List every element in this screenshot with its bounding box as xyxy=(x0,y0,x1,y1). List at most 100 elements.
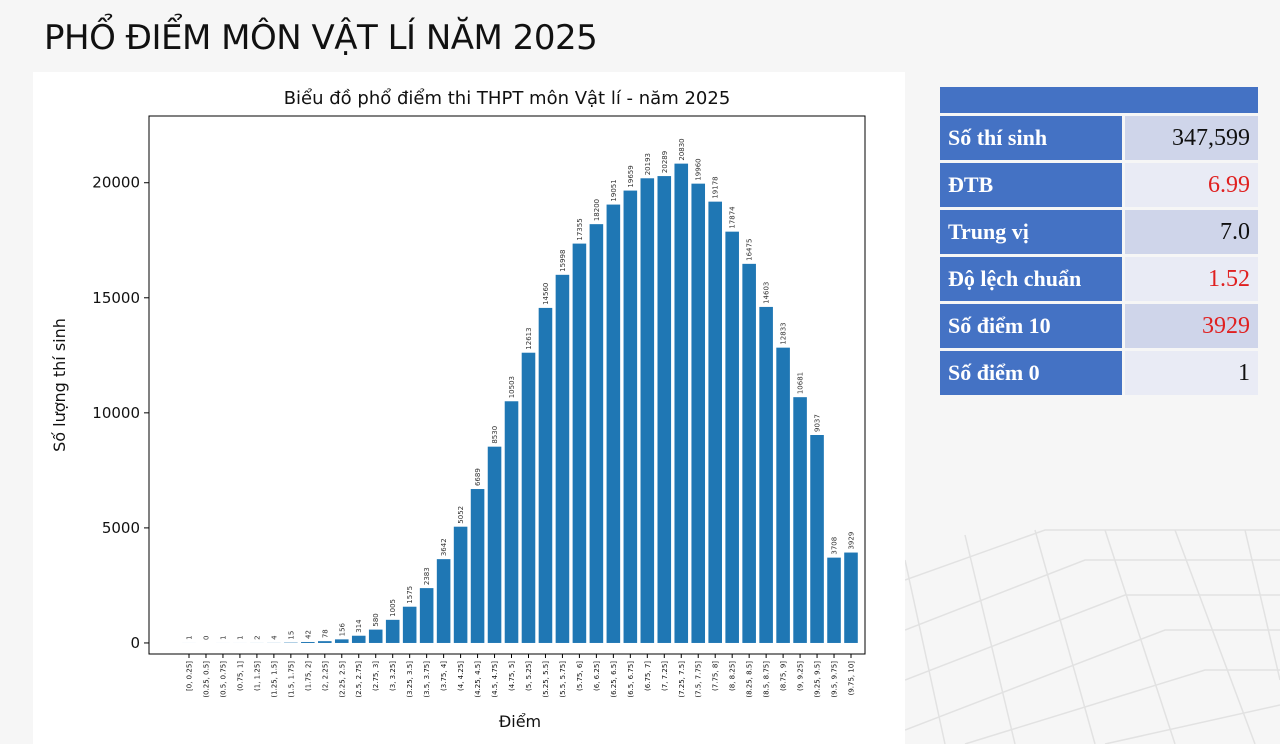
value-label: 10503 xyxy=(508,376,516,398)
value-label: 1 xyxy=(236,635,244,639)
x-tick-label: (1.25, 1.5] xyxy=(270,661,278,698)
bar xyxy=(810,435,824,643)
value-label: 1005 xyxy=(389,599,397,617)
bar xyxy=(402,606,417,643)
bar xyxy=(487,446,502,643)
row-value: 1.52 xyxy=(1125,257,1258,301)
bar xyxy=(827,557,841,643)
bar xyxy=(351,635,366,643)
bar xyxy=(742,263,756,643)
row-value: 3929 xyxy=(1125,304,1258,348)
x-tick-label: (4.75, 5] xyxy=(508,661,516,691)
row-value: 347,599 xyxy=(1125,116,1258,160)
value-label: 19178 xyxy=(712,176,720,198)
row-label: Trung vị xyxy=(940,210,1125,254)
bar xyxy=(657,176,672,643)
y-tick-label: 5000 xyxy=(102,519,140,537)
x-tick-label: (6.75, 7] xyxy=(644,661,652,691)
value-label: 3708 xyxy=(831,537,839,555)
x-tick-label: (9.25, 9.5] xyxy=(814,661,822,698)
bar xyxy=(419,588,434,643)
x-tick-label: (5.75, 6] xyxy=(576,661,584,691)
bar xyxy=(776,347,790,643)
value-label: 4 xyxy=(270,635,278,640)
x-tick-label: (7.25, 7.5] xyxy=(678,661,686,698)
x-tick-label: (2, 2.25] xyxy=(321,661,329,691)
value-label: 78 xyxy=(321,629,329,638)
x-tick-label: (4, 4.25] xyxy=(457,661,465,691)
value-label: 156 xyxy=(338,622,346,636)
plot-frame xyxy=(148,115,866,655)
bar xyxy=(318,641,332,643)
x-tick-label: (7.75, 8] xyxy=(712,661,720,691)
value-label: 1 xyxy=(219,635,227,639)
x-tick-label: (3.75, 4] xyxy=(440,661,448,691)
x-tick-label: (6.25, 6.5] xyxy=(610,661,618,698)
y-axis-label: Số lượng thí sinh xyxy=(50,318,69,452)
x-tick-label: (2.25, 2.5] xyxy=(338,661,346,698)
row-label: Số điểm 10 xyxy=(940,304,1125,348)
row-value: 7.0 xyxy=(1125,210,1258,254)
x-tick-label: (3, 3.25] xyxy=(389,661,397,691)
value-label: 42 xyxy=(304,630,312,639)
slide-title: PHỔ ĐIỂM MÔN VẬT LÍ NĂM 2025 xyxy=(44,18,598,58)
bar xyxy=(572,243,587,643)
value-label: 19051 xyxy=(610,179,618,201)
bar xyxy=(674,163,689,643)
bar xyxy=(521,352,536,643)
bar xyxy=(334,639,349,643)
value-label: 0 xyxy=(202,635,210,639)
decoration xyxy=(905,529,1280,744)
x-tick-label: (0.75, 1] xyxy=(236,661,244,691)
bar xyxy=(691,183,706,643)
bar xyxy=(623,190,638,643)
bar xyxy=(725,231,739,643)
y-tick-label: 15000 xyxy=(92,289,140,307)
value-label: 6689 xyxy=(474,468,482,486)
value-label: 12613 xyxy=(525,327,533,349)
x-tick-label: (1.5, 1.75] xyxy=(287,661,295,698)
value-label: 314 xyxy=(355,619,363,633)
stats-table: Số thí sinh 347,599 ĐTB 6.99 Trung vị 7.0 Đ… xyxy=(940,84,1258,398)
value-label: 9037 xyxy=(814,414,822,432)
value-label: 12833 xyxy=(780,322,788,344)
row-label: Độ lệch chuẩn xyxy=(940,257,1125,301)
x-tick-label: (0.25, 0.5] xyxy=(202,661,210,698)
bar xyxy=(844,552,858,643)
row-label: Số điểm 0 xyxy=(940,351,1125,395)
x-tick-label: (4.25, 4.5] xyxy=(474,661,482,698)
value-label: 2383 xyxy=(423,567,431,585)
x-tick-label: (3.5, 3.75] xyxy=(423,661,431,698)
bar xyxy=(385,619,400,643)
y-tick-label: 0 xyxy=(130,634,140,652)
value-label: 20193 xyxy=(644,153,652,175)
bar xyxy=(538,307,553,643)
bar xyxy=(470,489,485,643)
x-tick-label: (8.25, 8.5] xyxy=(746,661,754,698)
row-value: 6.99 xyxy=(1125,163,1258,207)
value-label: 10681 xyxy=(797,372,805,394)
bar xyxy=(301,641,315,643)
chart: Biểu đồ phổ điểm thi THPT môn Vật lí - n… xyxy=(33,72,905,744)
bar xyxy=(606,204,621,643)
value-label: 14560 xyxy=(542,283,550,305)
value-label: 5052 xyxy=(457,506,465,524)
row-label: Số thí sinh xyxy=(940,116,1125,160)
x-tick-label: (7, 7.25] xyxy=(661,661,669,691)
x-tick-label: (9.75, 10] xyxy=(848,661,856,696)
value-label: 15 xyxy=(287,631,295,640)
value-label: 3642 xyxy=(440,538,448,556)
x-tick-label: (4.5, 4.75] xyxy=(491,661,499,698)
x-tick-label: (6, 6.25] xyxy=(593,661,601,691)
x-tick-label: (0.5, 0.75] xyxy=(219,661,227,698)
value-label: 8530 xyxy=(491,426,499,444)
x-tick-label: (7.5, 7.75] xyxy=(695,661,703,698)
x-axis-label: Điểm xyxy=(499,712,541,731)
y-tick-label: 20000 xyxy=(92,174,140,192)
bar xyxy=(708,201,722,643)
value-label: 14603 xyxy=(763,282,771,304)
value-label: 20830 xyxy=(678,138,686,160)
x-tick-label: (6.5, 6.75] xyxy=(627,661,635,698)
x-tick-label: (8, 8.25] xyxy=(729,661,737,691)
x-tick-label: (1, 1.25] xyxy=(253,661,261,691)
